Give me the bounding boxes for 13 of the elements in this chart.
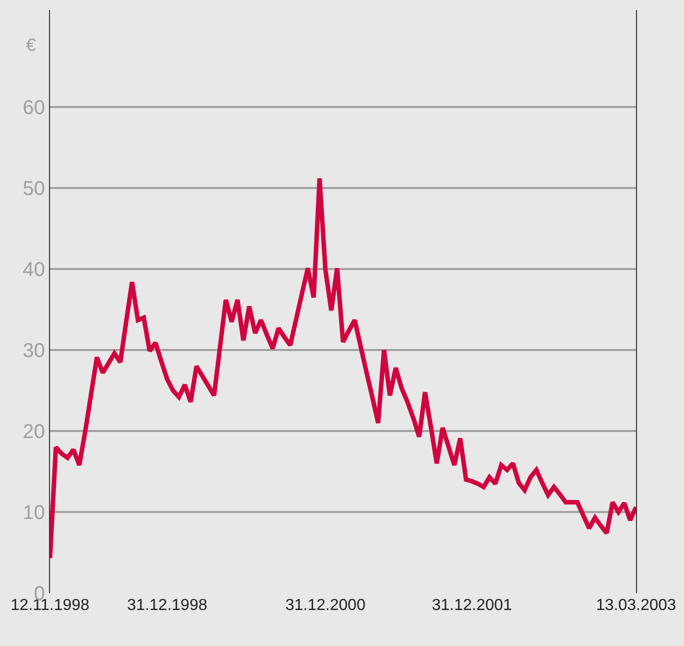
x-tick-label: 12.11.1998 — [10, 597, 90, 614]
y-tick-label: 50 — [22, 178, 45, 200]
x-tick-label: 13.03.2003 — [596, 597, 676, 614]
y-tick-label: 60 — [22, 97, 45, 120]
line-series — [50, 176, 636, 560]
y-tick-label: 20 — [22, 421, 45, 444]
x-tick-label: 31.12.1998 — [127, 597, 208, 614]
y-tick-label: 40 — [22, 259, 45, 282]
y-tick-label: 30 — [22, 340, 45, 362]
y-tick-label: 10 — [22, 502, 45, 524]
x-tick-label: 31.12.2000 — [285, 597, 366, 614]
y-axis-title: € — [26, 35, 36, 55]
x-tick-label: 31.12.2001 — [432, 597, 512, 614]
